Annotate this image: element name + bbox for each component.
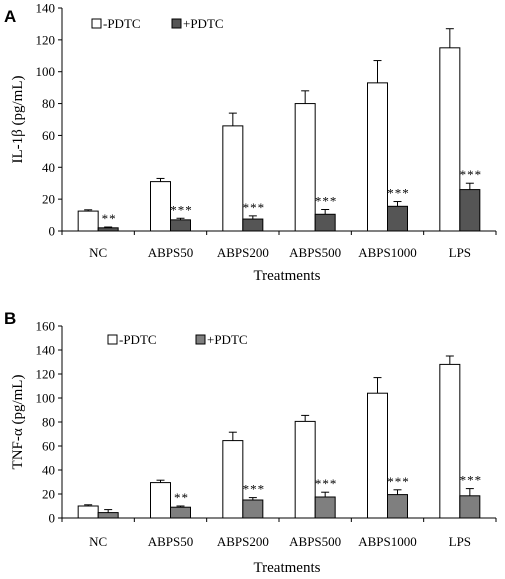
- bar: [222, 440, 244, 519]
- y-tick-label: 160: [36, 319, 56, 334]
- x-axis-title: Treatments: [254, 560, 321, 576]
- legend-swatch: [171, 18, 182, 29]
- significance-label: ***: [315, 193, 338, 208]
- bar: [97, 512, 119, 519]
- bar: [242, 218, 264, 232]
- significance-label: ***: [315, 476, 338, 491]
- bar: [367, 392, 388, 519]
- y-tick-label: 60: [42, 128, 55, 143]
- bar: [387, 205, 408, 232]
- y-tick-label: 80: [42, 96, 55, 111]
- y-tick-label: 80: [42, 415, 55, 430]
- bar: [459, 189, 481, 232]
- bar: [367, 82, 388, 232]
- bar: [439, 47, 461, 232]
- x-tick-label: ABPS200: [217, 534, 269, 549]
- significance-label: ***: [387, 186, 410, 201]
- x-tick-label: LPS: [449, 245, 471, 260]
- legend-label: +PDTC: [207, 332, 248, 347]
- y-tick-label: 40: [42, 463, 55, 478]
- bar: [387, 494, 408, 519]
- legend-swatch: [195, 334, 206, 345]
- legend-swatch: [91, 18, 102, 29]
- y-tick-label: 0: [49, 224, 56, 239]
- y-tick-label: 140: [36, 343, 56, 358]
- bar: [242, 499, 264, 519]
- x-tick-label: ABPS50: [148, 534, 194, 549]
- significance-label: ***: [460, 473, 483, 488]
- legend-label: +PDTC: [183, 16, 224, 31]
- x-tick-label: LPS: [449, 534, 471, 549]
- x-tick-label: ABPS500: [289, 245, 341, 260]
- y-tick-label: 20: [42, 192, 55, 207]
- y-tick-label: 140: [36, 1, 56, 16]
- x-tick-label: ABPS1000: [358, 245, 417, 260]
- panel-letter-B: B: [4, 309, 16, 328]
- x-tick-label: ABPS200: [217, 245, 269, 260]
- y-tick-label: 100: [36, 64, 56, 79]
- y-axis-title: TNF-α (pg/mL): [10, 375, 26, 470]
- x-tick-label: NC: [89, 534, 107, 549]
- significance-label: ***: [460, 167, 483, 182]
- bar: [77, 210, 99, 232]
- bar: [77, 505, 99, 519]
- y-tick-label: 40: [42, 160, 55, 175]
- significance-label: ***: [243, 482, 266, 497]
- y-tick-label: 20: [42, 487, 55, 502]
- x-axis-title: Treatments: [254, 268, 321, 284]
- significance-label: ***: [387, 474, 410, 489]
- y-tick-label: 120: [36, 367, 56, 382]
- bar: [294, 103, 316, 232]
- significance-label: ***: [243, 200, 266, 215]
- x-tick-label: ABPS1000: [358, 534, 417, 549]
- bar: [439, 363, 461, 519]
- bar: [459, 495, 481, 519]
- y-axis-title: IL-1β (pg/mL): [10, 75, 26, 163]
- bar: [170, 219, 191, 232]
- y-tick-label: 100: [36, 391, 56, 406]
- x-tick-label: ABPS50: [148, 245, 194, 260]
- panel-letter-A: A: [4, 7, 16, 26]
- bar: [150, 181, 171, 232]
- significance-label: **: [174, 490, 189, 505]
- significance-label: **: [102, 211, 117, 226]
- x-tick-label: ABPS500: [289, 534, 341, 549]
- bar: [97, 227, 119, 232]
- y-tick-label: 120: [36, 32, 56, 47]
- bar: [222, 125, 244, 232]
- legend-swatch: [107, 334, 118, 345]
- y-tick-label: 60: [42, 439, 55, 454]
- bar: [150, 482, 171, 519]
- x-tick-label: NC: [89, 245, 107, 260]
- bar: [294, 420, 316, 519]
- y-tick-label: 0: [49, 511, 56, 526]
- bar: [314, 213, 336, 232]
- significance-label: ***: [170, 202, 193, 217]
- legend-label: -PDTC: [103, 16, 141, 31]
- legend-label: -PDTC: [119, 332, 157, 347]
- bar: [170, 506, 191, 519]
- bar: [314, 496, 336, 519]
